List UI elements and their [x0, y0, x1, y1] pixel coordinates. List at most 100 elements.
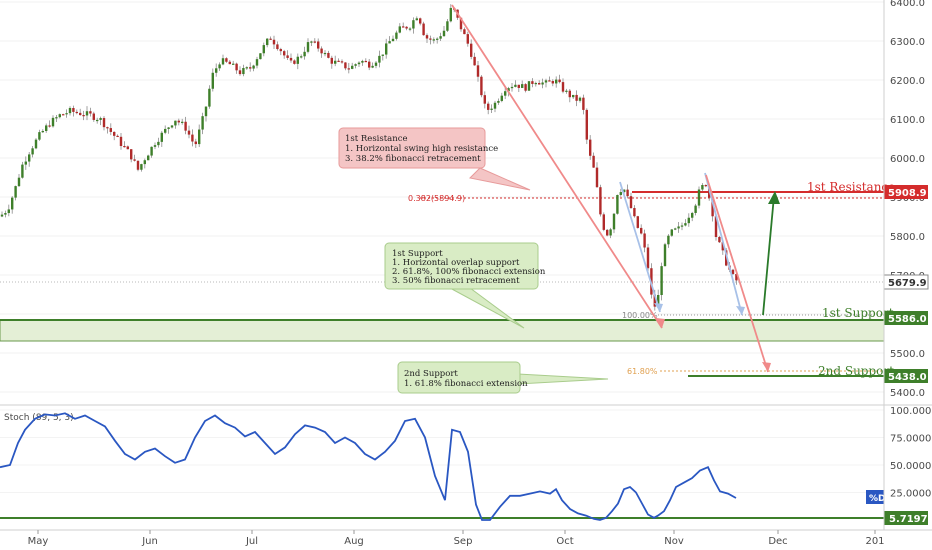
candle-body [194, 141, 197, 145]
candle-body [228, 61, 231, 65]
candle-body [300, 56, 303, 58]
candle-body [187, 130, 191, 135]
candle-body [99, 118, 102, 120]
analysis-arrows [451, 4, 780, 373]
candle-body [24, 161, 27, 165]
candle-body [504, 91, 507, 96]
candle-body [711, 197, 714, 217]
candle-body [303, 51, 306, 57]
candle-body [531, 81, 534, 84]
candle-body [449, 7, 452, 22]
candle-body [28, 154, 31, 162]
support2-badge-value: 5438.0 [888, 372, 927, 383]
candle-body [310, 41, 313, 43]
candle-body [534, 82, 537, 85]
candle-body [640, 227, 643, 234]
candle-body [82, 115, 85, 117]
candle-body [633, 208, 636, 217]
candle-body [7, 209, 10, 214]
candle-body [419, 18, 422, 24]
candle-body [517, 84, 520, 88]
candle-body [225, 58, 228, 62]
support1-fib-label: 100.00% [622, 311, 658, 320]
candle-body [147, 155, 150, 161]
candle-body [510, 86, 514, 89]
candle-body [215, 68, 218, 73]
candle-body [714, 216, 718, 238]
candle-body [646, 247, 650, 269]
candle-body [381, 54, 384, 56]
candle-body [55, 117, 58, 119]
candle-body [674, 228, 677, 230]
candle-body [378, 55, 381, 63]
candle-body [663, 244, 667, 267]
candle-body [330, 57, 333, 64]
candle-body [327, 52, 330, 58]
candle-body [735, 273, 738, 281]
candle-body [320, 48, 323, 54]
price-tick-label: 6200.0 [890, 76, 925, 87]
candle-body [65, 113, 68, 115]
pct-d-badge [866, 490, 884, 504]
time-tick-label: Jun [141, 536, 158, 547]
candle-body [45, 125, 48, 131]
support1-callout: 1st Support 1. Horizontal overlap suppor… [384, 242, 546, 329]
candle-body [374, 62, 378, 66]
downtrend-arrow [451, 4, 663, 329]
candle-body [34, 139, 38, 149]
candle-body [361, 60, 364, 63]
candle-body [368, 61, 371, 68]
stoch-level-badge [884, 511, 928, 525]
candle-body [136, 160, 140, 170]
candle-body [599, 187, 602, 215]
candle-body [41, 130, 44, 133]
price-tick-label: 5800.0 [890, 232, 925, 243]
candle-body [463, 29, 466, 35]
resistance-callout-line-3: 3. 38.2% fibonacci retracement [345, 154, 481, 164]
candle-body [680, 225, 684, 227]
candle-body [334, 60, 337, 64]
candle-body [31, 148, 34, 155]
candle-body [306, 42, 310, 52]
support2-level-label: 2nd Support [818, 364, 894, 378]
candle-body [582, 97, 585, 110]
candle-body [670, 229, 673, 236]
candle-body [653, 294, 656, 307]
candle-body [62, 114, 65, 116]
candle-body [38, 132, 41, 140]
candle-body [0, 214, 4, 217]
price-tick-label: 6100.0 [890, 115, 925, 126]
stoch-axis[interactable]: 100.0000 75.0000 50.0000 25.0000 [0, 406, 932, 500]
candle-body [133, 159, 136, 161]
candle-body [446, 21, 449, 31]
candle-body [181, 121, 184, 123]
current-price-badge-value: 5679.9 [888, 278, 927, 289]
candle-body [96, 119, 99, 122]
candle-body [544, 80, 548, 83]
candle-body [425, 35, 429, 39]
candle-body [551, 81, 554, 84]
candle-body [272, 39, 276, 45]
candle-body [497, 100, 500, 103]
candle-body [422, 23, 425, 36]
candle-body [412, 20, 415, 29]
time-axis[interactable]: May Jun Jul Aug Sep Oct Nov Dec 201 [28, 530, 885, 547]
candle-body [140, 164, 143, 170]
stoch-line [0, 412, 737, 521]
candle-body [184, 121, 187, 131]
candle-body [578, 97, 582, 101]
candle-body [657, 295, 660, 307]
candle-body [684, 223, 687, 226]
candle-body [575, 94, 578, 101]
candle-body [242, 68, 245, 75]
candle-body [262, 45, 265, 54]
candle-body [493, 102, 497, 109]
candle-body [694, 205, 697, 213]
candle-body [238, 70, 242, 75]
candle-body [514, 84, 517, 87]
price-tick-label: 6300.0 [890, 37, 925, 48]
candle-body [106, 127, 109, 129]
candle-body [687, 217, 690, 224]
candle-body [119, 136, 123, 146]
